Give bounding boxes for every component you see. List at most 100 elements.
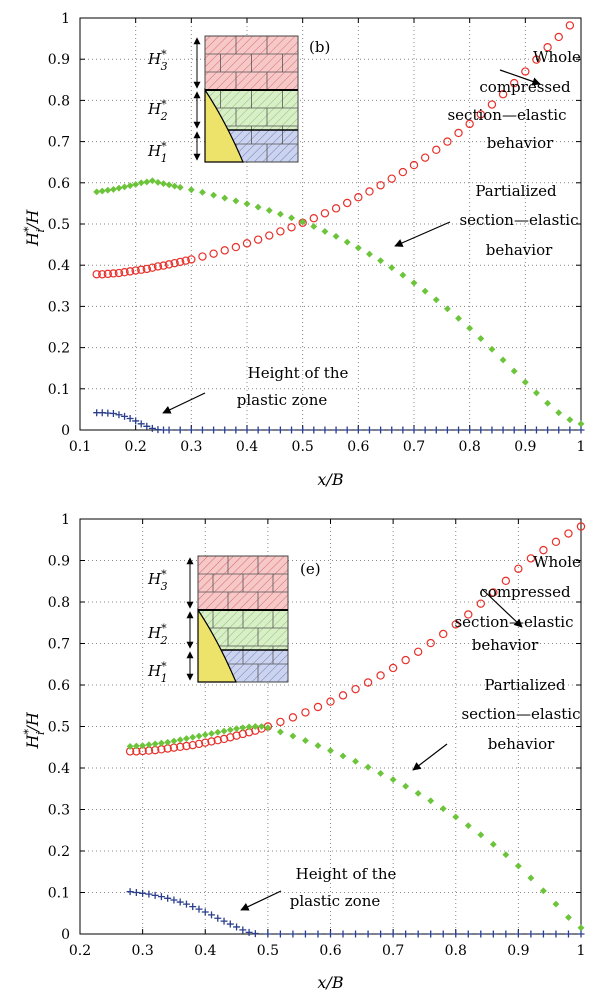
y-axis-label-sub: i [34,229,47,233]
data-point-circle [543,43,552,52]
data-point-circle [175,257,185,267]
data-point-plus [399,426,407,434]
data-point-circle [231,242,241,252]
data-point-plus [466,426,474,434]
data-point-diamond [366,250,373,258]
data-point-plus [402,930,410,938]
data-point-plus [544,426,552,434]
data-point-diamond [343,238,351,246]
data-point-plus [443,426,451,434]
data-point-diamond [104,186,112,194]
data-point-plus [566,426,574,434]
data-point-diamond [276,210,284,218]
data-point-circle [288,713,298,722]
data-point-diamond [171,182,179,190]
data-point-diamond [258,723,266,730]
data-point-circle [320,209,330,218]
series-2 [93,177,585,428]
data-point-plus [143,422,151,430]
inset-label-sub: 1 [161,672,168,685]
y-tick-label: 0.1 [48,382,70,398]
data-point-circle [454,128,463,138]
data-point-diamond [566,416,574,424]
data-point-circle [114,268,124,278]
data-point-plus [189,903,197,911]
data-point-circle [514,564,523,574]
data-point-plus [365,426,373,434]
data-point-plus [245,928,253,936]
data-point-plus [251,930,259,938]
data-point-diamond [555,409,563,417]
y-tick-label: 0.7 [48,637,70,653]
y-tick-label: 0.5 [48,217,70,233]
annotation-arrow [412,743,448,771]
data-point-plus [239,926,247,934]
data-point-diamond [93,188,101,196]
data-point-plus [210,426,218,434]
data-point-circle [489,588,498,597]
x-tick-label: 0.4 [236,439,258,455]
annotation-text: Height of the [248,364,349,382]
data-point-diamond [154,178,162,186]
data-point-diamond [477,335,485,342]
data-point-diamond [160,180,167,188]
data-point-circle [220,246,229,255]
data-point-diamond [221,194,229,202]
data-point-circle [120,268,129,277]
data-point-circle [187,255,196,264]
data-point-circle [207,737,216,746]
data-point-plus [132,417,140,425]
data-point-diamond [552,900,560,908]
inset-label-sub: 2 [160,110,168,123]
inset-stress-block [204,88,244,163]
y-tick-label: 0.4 [48,761,70,777]
data-point-diamond [499,356,507,364]
series-1 [92,21,575,279]
data-point-diamond [327,747,334,754]
inset-label-base: H [147,570,162,588]
data-point-diamond [137,179,145,187]
data-point-diamond [288,214,295,222]
data-point-plus [564,930,572,938]
data-point-circle [242,239,252,248]
data-point-circle [142,264,151,274]
data-point-diamond [299,218,307,226]
inset-label: H* 1 [147,660,168,685]
data-point-plus [254,426,262,434]
x-tick-label: 0.5 [257,943,279,959]
y-tick-label: 0 [61,927,70,943]
data-point-plus [339,930,347,938]
data-point-circle [175,742,185,752]
data-point-plus [455,426,463,434]
inset-label-sup: * [161,98,167,111]
y-axis-label-rest: /H [23,209,42,231]
data-point-circle [301,708,310,717]
data-point-plus [452,930,460,938]
annotation-text: section—elastic [447,106,566,124]
annotation-arrow [499,69,541,86]
y-axis-label: H*i/H [22,711,47,749]
data-point-diamond [251,723,259,730]
series-3 [126,888,585,938]
data-point-diamond [410,279,418,287]
data-point-circle [464,610,473,619]
data-point-diamond [302,737,309,745]
data-point-circle [253,235,263,244]
data-point-plus [532,426,540,434]
x-tick-label: 0.3 [180,439,202,455]
inset-label: H* 3 [147,568,168,593]
data-point-plus [145,890,153,898]
data-point-plus [327,930,334,938]
series-3 [93,409,585,434]
x-tick-label: 0.7 [382,943,404,959]
y-tick-label: 0.6 [48,678,70,694]
data-point-circle [413,647,423,657]
data-point-circle [551,537,561,547]
data-point-plus [477,930,485,938]
inset-label-sup: * [161,568,167,581]
data-point-circle [354,193,363,202]
inset-schematic: (e)H* 3H* 2H* 1 [147,555,321,685]
annotation-1: Whole compressed section—elastic behavior [447,48,581,152]
x-tick-label: 0.9 [514,439,536,455]
data-point-circle [426,638,435,648]
